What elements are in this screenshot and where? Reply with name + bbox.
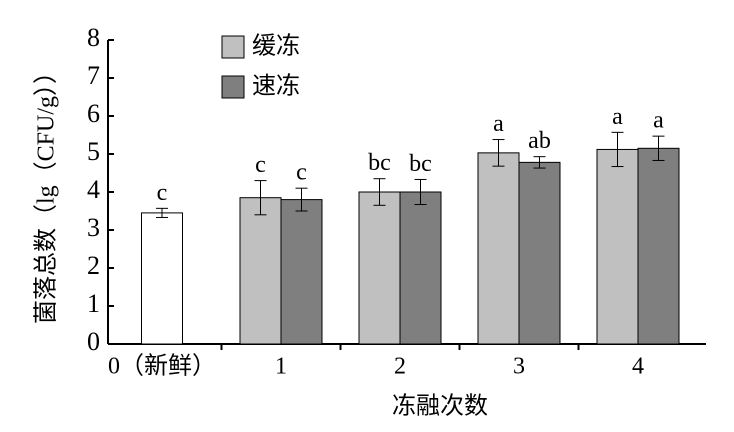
significance-label: bc bbox=[409, 151, 432, 177]
legend-swatch bbox=[221, 35, 245, 59]
y-tick-label: 5 bbox=[87, 137, 100, 166]
x-axis-label: 冻融次数 bbox=[392, 393, 488, 420]
x-tick-label: 1 bbox=[275, 354, 287, 380]
significance-label: c bbox=[157, 180, 168, 206]
bar bbox=[399, 191, 442, 345]
y-tick-label: 1 bbox=[87, 289, 100, 318]
significance-label: a bbox=[612, 104, 623, 130]
bar bbox=[518, 161, 561, 345]
x-tick-label: 0（新鲜） bbox=[108, 353, 216, 380]
bar bbox=[141, 212, 183, 345]
y-tick-label: 8 bbox=[87, 23, 100, 52]
significance-label: a bbox=[653, 108, 664, 134]
legend-swatch bbox=[221, 75, 245, 99]
x-tick-label: 2 bbox=[394, 354, 406, 380]
significance-label: ab bbox=[528, 128, 551, 154]
bar bbox=[477, 152, 520, 345]
y-tick-label: 7 bbox=[87, 61, 100, 90]
significance-label: c bbox=[296, 160, 307, 186]
bar bbox=[596, 148, 639, 345]
bar bbox=[239, 197, 282, 345]
legend-label: 缓冻 bbox=[252, 33, 300, 60]
y-axis-label: 菌落总数（lg（CFU/g）） bbox=[33, 60, 60, 324]
significance-label: bc bbox=[368, 150, 391, 176]
x-tick-label: 4 bbox=[632, 354, 644, 380]
y-tick-label: 4 bbox=[87, 175, 100, 204]
bar bbox=[637, 147, 680, 345]
x-tick-label: 3 bbox=[513, 354, 525, 380]
bar bbox=[358, 191, 401, 345]
y-tick-label: 2 bbox=[87, 251, 100, 280]
legend-label: 速冻 bbox=[252, 73, 300, 100]
y-tick-label: 3 bbox=[87, 213, 100, 242]
y-tick-label: 0 bbox=[87, 327, 100, 356]
bar bbox=[280, 199, 323, 345]
significance-label: c bbox=[255, 152, 266, 178]
significance-label: a bbox=[493, 111, 504, 137]
y-tick-label: 6 bbox=[87, 99, 100, 128]
